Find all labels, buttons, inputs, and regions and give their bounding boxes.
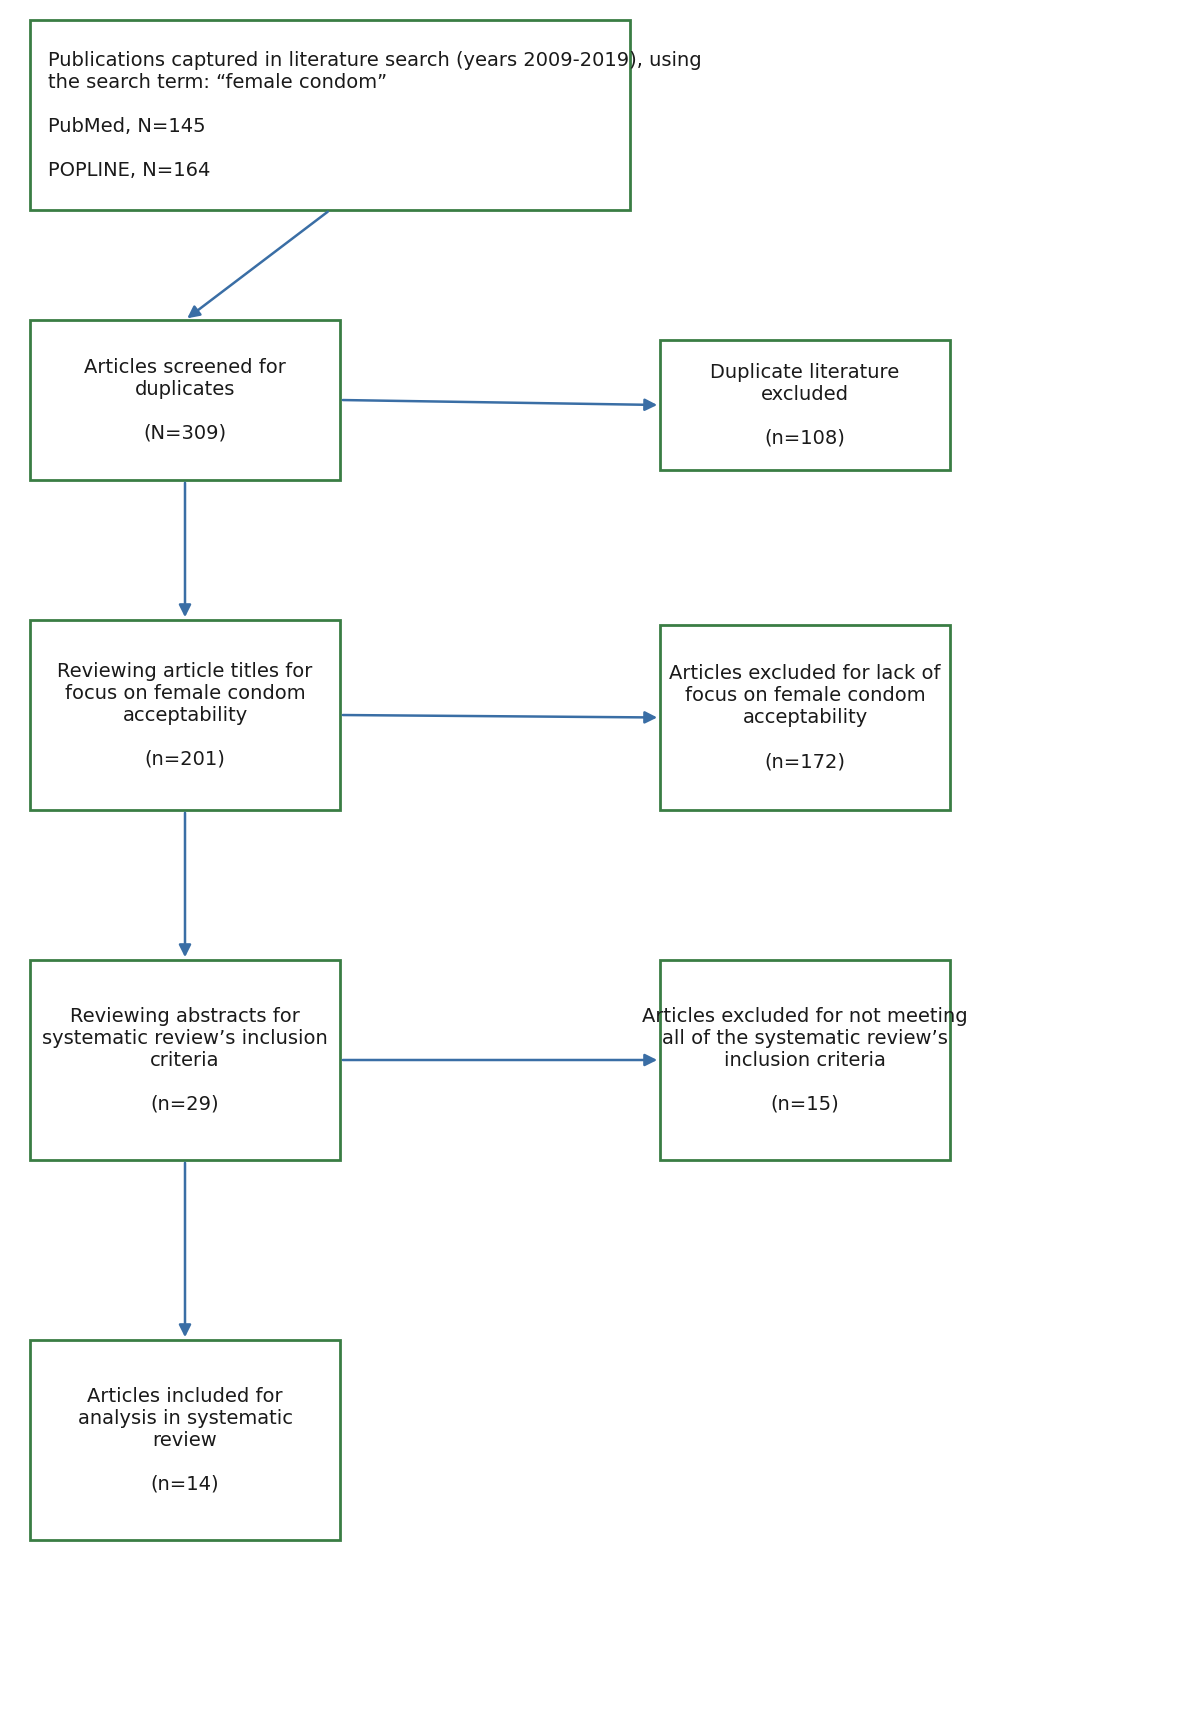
Text: Duplicate literature
excluded

(n=108): Duplicate literature excluded (n=108)	[710, 363, 900, 448]
Text: Articles included for
analysis in systematic
review

(n=14): Articles included for analysis in system…	[78, 1386, 293, 1494]
FancyBboxPatch shape	[30, 619, 340, 810]
Text: Articles excluded for lack of
focus on female condom
acceptability

(n=172): Articles excluded for lack of focus on f…	[670, 665, 941, 770]
FancyBboxPatch shape	[30, 21, 630, 210]
Text: Articles screened for
duplicates

(N=309): Articles screened for duplicates (N=309)	[84, 357, 286, 442]
FancyBboxPatch shape	[660, 959, 950, 1161]
FancyBboxPatch shape	[30, 959, 340, 1161]
Text: Publications captured in literature search (years 2009-2019), using
the search t: Publications captured in literature sear…	[48, 50, 702, 179]
Text: Reviewing article titles for
focus on female condom
acceptability

(n=201): Reviewing article titles for focus on fe…	[58, 661, 313, 769]
Text: Reviewing abstracts for
systematic review’s inclusion
criteria

(n=29): Reviewing abstracts for systematic revie…	[42, 1006, 328, 1114]
Text: Articles excluded for not meeting
all of the systematic review’s
inclusion crite: Articles excluded for not meeting all of…	[642, 1006, 968, 1114]
FancyBboxPatch shape	[30, 319, 340, 481]
FancyBboxPatch shape	[660, 625, 950, 810]
FancyBboxPatch shape	[660, 340, 950, 470]
FancyBboxPatch shape	[30, 1339, 340, 1541]
